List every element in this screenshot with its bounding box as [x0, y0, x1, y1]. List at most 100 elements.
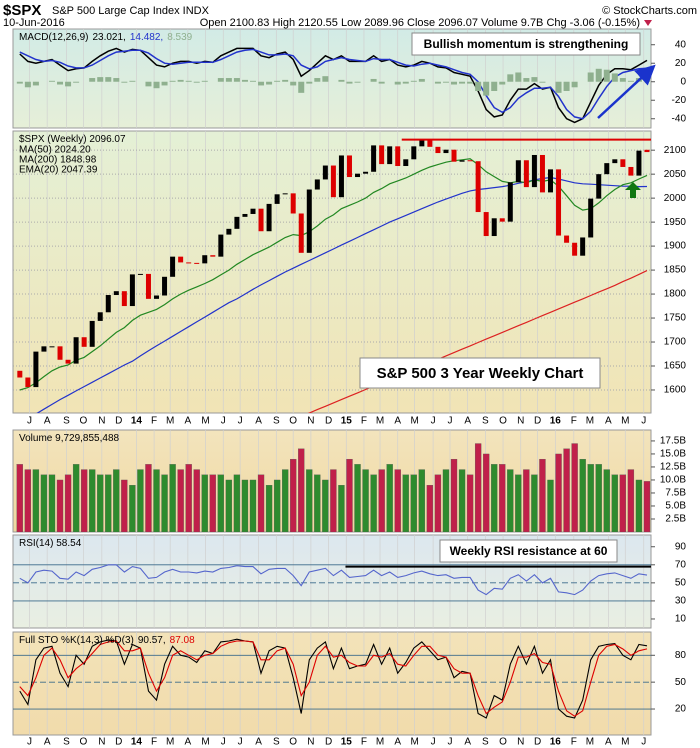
x-tick-label: A [255, 737, 262, 748]
volume-bar [32, 469, 40, 532]
legend-label: RSI(14) 58.54 [19, 538, 82, 549]
volume-bar [378, 469, 385, 532]
volume-bar [603, 469, 610, 532]
x-tick-label: 16 [550, 737, 562, 748]
volume-bar [241, 479, 249, 532]
x-tick-label: N [307, 737, 314, 748]
legend-label: MACD(12,26,9) [19, 32, 88, 43]
x-tick-label: M [621, 737, 629, 748]
x-tick-label: N [98, 416, 105, 427]
histogram-bar [201, 80, 208, 82]
histogram-bar [306, 81, 313, 84]
histogram-bar [499, 81, 506, 85]
y-tick-label: 1650 [664, 361, 687, 372]
volume-bar [466, 474, 474, 532]
histogram-bar [32, 81, 39, 86]
x-tick-label: J [221, 416, 226, 427]
x-tick-label: A [185, 416, 192, 427]
volume-bar [48, 474, 56, 532]
y-tick-label: 50 [675, 577, 687, 588]
candle-body [234, 216, 240, 229]
candle-body [73, 337, 79, 364]
candle-body [170, 256, 176, 277]
volume-bar [306, 469, 313, 532]
candle-body [531, 154, 537, 188]
x-tick-label: D [325, 737, 332, 748]
candle-body [129, 274, 135, 307]
indicator-line [19, 48, 648, 120]
histogram-bar [515, 72, 522, 82]
histogram-bar [563, 81, 570, 91]
x-tick-label: 14 [131, 416, 143, 427]
histogram-bar [338, 79, 345, 82]
x-tick-label: A [394, 416, 401, 427]
volume-bar [129, 485, 136, 532]
volume-bar [418, 469, 425, 532]
x-tick-label: O [289, 737, 297, 748]
candle-body [636, 150, 642, 176]
x-tick-label: N [517, 737, 524, 748]
candle-body [419, 139, 425, 147]
y-tick-label: -20 [672, 95, 687, 106]
histogram-bar [177, 79, 184, 82]
volume-bar [161, 474, 168, 532]
y-tick-label: 50 [675, 677, 687, 688]
x-tick-label: J [447, 737, 452, 748]
candle-body [338, 155, 344, 198]
volume-bar [145, 464, 152, 532]
symbol: $SPX [3, 2, 41, 19]
volume-bar [97, 474, 104, 532]
volume-bar [169, 464, 176, 532]
volume-bar [257, 474, 265, 532]
candle-body [113, 291, 119, 296]
volume-bar [547, 479, 554, 532]
y-tick-label: 2050 [664, 169, 687, 180]
volume-bar [322, 479, 329, 532]
x-tick-label: F [571, 737, 577, 748]
x-tick-label: S [63, 416, 70, 427]
histogram-bar [153, 81, 160, 89]
legend-entry: EMA(20) 2047.39 [19, 165, 98, 176]
x-tick-label: M [166, 416, 174, 427]
histogram-bar [354, 81, 361, 83]
candle-body [202, 255, 208, 264]
volume-bar [273, 479, 281, 532]
plot-area [16, 443, 651, 532]
volume-bar [483, 453, 490, 532]
candle-body [242, 213, 248, 217]
x-tick-label: M [621, 416, 629, 427]
histogram-bar [467, 81, 474, 84]
candle-body [523, 160, 529, 188]
x-tick-label: D [115, 416, 122, 427]
x-tick-label: F [151, 737, 157, 748]
histogram-bar [410, 80, 417, 82]
volume-bar [209, 474, 216, 532]
x-tick-label: A [605, 416, 612, 427]
x-tick-label: J [431, 737, 436, 748]
candle-body [355, 173, 361, 178]
volume-bar [80, 469, 88, 532]
histogram-bar [378, 81, 385, 84]
volume-bar [386, 464, 393, 532]
candle-body [81, 337, 87, 347]
histogram-bar [169, 80, 176, 82]
legend-entry: MA(200) 1848.98 [19, 155, 97, 166]
x-tick-label: M [410, 737, 418, 748]
volume-bar [185, 464, 192, 532]
volume-bar [450, 458, 458, 532]
candle-body [154, 295, 160, 299]
y-tick-label: 7.5B [665, 488, 686, 499]
histogram-bar [282, 79, 289, 82]
y-tick-label: 2.5B [665, 514, 686, 525]
candle-body [89, 320, 95, 347]
candle-body [162, 276, 168, 296]
candle-body [97, 312, 103, 321]
x-tick-label: J [641, 737, 646, 748]
x-tick-label: D [534, 737, 541, 748]
histogram-bar [73, 81, 80, 83]
x-tick-label: F [361, 737, 367, 748]
candle-body [644, 149, 650, 153]
x-tick-label: J [221, 737, 226, 748]
volume-bar [225, 479, 233, 532]
volume-bar [217, 474, 224, 532]
